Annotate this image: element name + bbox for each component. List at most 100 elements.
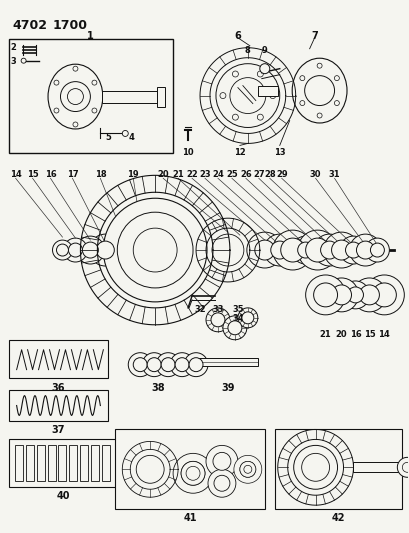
Circle shape xyxy=(128,353,152,377)
Text: 4: 4 xyxy=(128,133,134,142)
Text: 13: 13 xyxy=(274,148,285,157)
Text: 20: 20 xyxy=(157,171,169,179)
Circle shape xyxy=(371,243,384,257)
Circle shape xyxy=(230,78,266,114)
Text: 35: 35 xyxy=(232,305,244,314)
Circle shape xyxy=(234,455,262,483)
Circle shape xyxy=(294,446,337,489)
Bar xyxy=(198,358,258,366)
Circle shape xyxy=(161,358,175,372)
Circle shape xyxy=(364,275,405,315)
Circle shape xyxy=(54,108,59,113)
Circle shape xyxy=(300,76,305,80)
Circle shape xyxy=(83,242,98,258)
Circle shape xyxy=(213,453,231,470)
Text: 4702: 4702 xyxy=(13,19,48,32)
Circle shape xyxy=(260,63,270,74)
Circle shape xyxy=(240,462,256,477)
Circle shape xyxy=(305,76,335,106)
Ellipse shape xyxy=(48,64,103,129)
Circle shape xyxy=(238,308,258,328)
Circle shape xyxy=(240,462,256,477)
Text: 9: 9 xyxy=(262,46,267,55)
Bar xyxy=(275,430,402,509)
Bar xyxy=(15,446,22,481)
Circle shape xyxy=(247,232,283,268)
Bar xyxy=(9,39,173,154)
Text: 38: 38 xyxy=(151,383,165,393)
Circle shape xyxy=(223,316,247,340)
Circle shape xyxy=(56,244,68,256)
Circle shape xyxy=(206,446,238,477)
Text: 25: 25 xyxy=(226,171,238,179)
Circle shape xyxy=(270,93,276,99)
Bar xyxy=(353,462,401,472)
Text: 21: 21 xyxy=(172,171,184,179)
Circle shape xyxy=(317,113,322,118)
Bar xyxy=(258,86,278,95)
Text: 30: 30 xyxy=(310,171,321,179)
Circle shape xyxy=(189,358,203,372)
Circle shape xyxy=(360,285,380,305)
Circle shape xyxy=(321,241,339,259)
Circle shape xyxy=(142,353,166,377)
Text: 5: 5 xyxy=(106,133,111,142)
Circle shape xyxy=(232,114,238,120)
Bar xyxy=(36,446,45,481)
Circle shape xyxy=(133,358,147,372)
Circle shape xyxy=(357,241,374,259)
Circle shape xyxy=(298,230,337,270)
Bar xyxy=(91,446,99,481)
Bar xyxy=(58,446,67,481)
Bar xyxy=(81,446,88,481)
Circle shape xyxy=(373,283,396,307)
Circle shape xyxy=(136,455,164,483)
Text: 18: 18 xyxy=(94,171,106,179)
Circle shape xyxy=(73,122,78,127)
Text: 37: 37 xyxy=(52,425,65,435)
Circle shape xyxy=(350,234,382,266)
Circle shape xyxy=(103,198,207,302)
Circle shape xyxy=(73,66,78,71)
Circle shape xyxy=(397,457,409,477)
Circle shape xyxy=(366,238,389,262)
Text: 39: 39 xyxy=(221,383,235,393)
Circle shape xyxy=(214,475,230,491)
Circle shape xyxy=(68,243,83,257)
Text: 42: 42 xyxy=(332,513,345,523)
Bar xyxy=(47,446,56,481)
Circle shape xyxy=(325,278,358,312)
Circle shape xyxy=(67,88,83,104)
Circle shape xyxy=(353,278,387,312)
Circle shape xyxy=(156,353,180,377)
Text: 41: 41 xyxy=(183,513,197,523)
Circle shape xyxy=(292,236,319,264)
Text: 12: 12 xyxy=(234,148,246,157)
Circle shape xyxy=(348,287,364,303)
Circle shape xyxy=(335,101,339,106)
Circle shape xyxy=(186,466,200,480)
Circle shape xyxy=(271,241,289,259)
Circle shape xyxy=(147,358,161,372)
Text: 8: 8 xyxy=(245,46,251,55)
Text: 24: 24 xyxy=(212,171,224,179)
Text: 33: 33 xyxy=(212,305,224,314)
Circle shape xyxy=(314,234,346,266)
Circle shape xyxy=(257,114,263,120)
Circle shape xyxy=(97,241,114,259)
Text: 40: 40 xyxy=(57,491,70,501)
Circle shape xyxy=(346,242,362,258)
Text: 20: 20 xyxy=(336,330,347,339)
Text: 36: 36 xyxy=(52,383,65,393)
Circle shape xyxy=(232,71,238,77)
Circle shape xyxy=(281,238,305,262)
Text: 34: 34 xyxy=(232,314,244,323)
Circle shape xyxy=(92,108,97,113)
Circle shape xyxy=(216,63,280,127)
Circle shape xyxy=(173,454,213,493)
Circle shape xyxy=(255,240,275,260)
Circle shape xyxy=(61,82,90,111)
Text: 6: 6 xyxy=(234,31,241,41)
Circle shape xyxy=(181,462,205,485)
Text: 28: 28 xyxy=(264,171,276,179)
